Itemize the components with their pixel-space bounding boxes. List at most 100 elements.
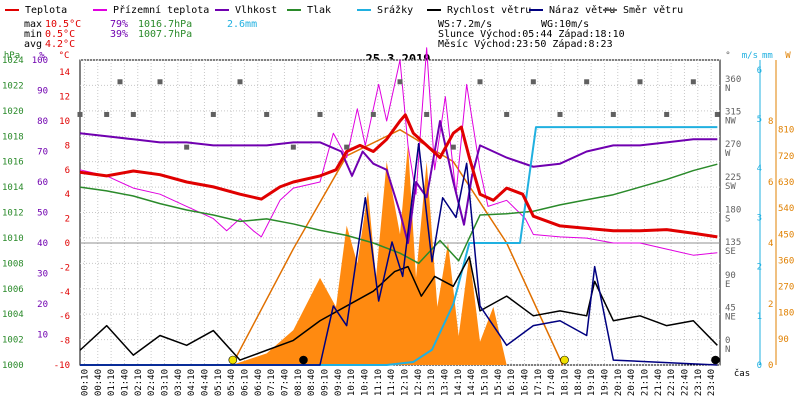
w-tick-label: 90	[778, 335, 789, 345]
stats-max-press: 1016.7hPa	[138, 19, 192, 30]
sunrise-marker	[228, 355, 238, 365]
wind-dir-point	[157, 79, 163, 85]
time-axis-label: čas	[734, 368, 750, 379]
rain-line	[80, 126, 718, 366]
time-tick-label: 05:10	[214, 369, 224, 396]
degc-tick-label: -6	[59, 312, 70, 322]
legend-label: Náraz větru	[549, 4, 615, 16]
wind-dir-point	[637, 79, 643, 85]
dir-name-tick-label: N	[725, 345, 730, 355]
dir-deg-tick-label: 90	[725, 271, 736, 281]
degc-tick-label: -4	[59, 288, 70, 298]
time-tick-label: 21:40	[654, 369, 664, 396]
pct-unit: %	[39, 51, 45, 61]
wind-dir-point	[397, 79, 403, 85]
time-tick-label: 11:10	[374, 369, 384, 396]
mm-tick-label: 8	[768, 117, 773, 127]
time-tick-label: 04:40	[200, 369, 210, 396]
time-tick-label: 23:40	[707, 369, 717, 396]
stats-min-label: min	[24, 29, 42, 40]
time-tick-label: 05:40	[227, 369, 237, 396]
wind-dir-point	[117, 79, 123, 85]
hpa-tick-label: 1000	[2, 361, 24, 371]
hpa-tick-label: 1008	[2, 259, 24, 269]
hpa-tick-label: 1022	[2, 81, 24, 91]
axis-units: hPa % °C ° m/s mm W čas	[4, 51, 791, 379]
time-tick-label: 22:40	[680, 369, 690, 396]
dir-name-tick-label: NW	[725, 116, 736, 126]
wind-dir-point	[714, 111, 720, 117]
dir-name-tick-label: W	[725, 149, 731, 159]
degc-tick-label: -8	[59, 337, 70, 347]
pct-tick-label: 10	[37, 331, 48, 341]
wind-dir-point	[130, 111, 136, 117]
deg-unit: °	[725, 51, 730, 61]
w-unit: W	[785, 51, 791, 61]
time-tick-label: 01:40	[120, 369, 130, 396]
time-tick-label: 16:10	[507, 369, 517, 396]
ms-tick-label: 4	[757, 164, 762, 174]
pct-tick-label: 40	[37, 239, 48, 249]
hpa-tick-label: 1024	[2, 56, 24, 66]
time-tick-label: 22:10	[667, 369, 677, 396]
wind-dir-point	[690, 79, 696, 85]
wind-dir-point	[557, 111, 563, 117]
ms-tick-label: 0	[757, 361, 762, 371]
time-tick-label: 09:10	[320, 369, 330, 396]
wind-dir-point	[264, 111, 270, 117]
time-tick-label: 20:40	[627, 369, 637, 396]
wind-dir-point	[77, 111, 83, 117]
wind-dir-point	[504, 111, 510, 117]
pressure-line	[79, 163, 718, 265]
pct-tick-label: 100	[32, 56, 48, 66]
time-tick-label: 17:40	[547, 369, 557, 396]
time-tick-label: 07:40	[280, 369, 290, 396]
pct-tick-label: 70	[37, 148, 48, 158]
legend-label: Teplota	[25, 5, 67, 16]
info-sun: Slunce Východ:05:44 Západ:18:10	[438, 28, 625, 40]
time-tick-label: 06:40	[254, 369, 264, 396]
dir-name-tick-label: S	[725, 215, 730, 225]
wind-dir-point	[184, 144, 190, 150]
degc-tick-label: 12	[59, 93, 70, 103]
wind-gust-line	[80, 142, 718, 366]
ms-tick-label: 3	[757, 213, 762, 223]
mm-tick-label: 0	[768, 361, 773, 371]
dir-deg-tick-label: 360	[725, 75, 741, 85]
degc-tick-label: 14	[59, 68, 70, 78]
wind-dir-point	[344, 144, 350, 150]
mm-unit: mm	[762, 51, 773, 61]
time-tick-label: 11:40	[387, 369, 397, 396]
legend: Teplota Přízemní teplota Vlhkost Tlak Srážky…	[5, 4, 683, 16]
wind-dir-point	[424, 111, 430, 117]
dir-name-tick-label: N	[725, 84, 730, 94]
time-tick-label: 08:10	[294, 369, 304, 396]
time-tick-label: 18:40	[574, 369, 584, 396]
pct-tick-label: 50	[37, 209, 48, 219]
pct-tick-label: 80	[37, 117, 48, 127]
time-tick-label: 07:10	[267, 369, 277, 396]
degc-tick-label: 0	[65, 239, 70, 249]
hpa-tick-label: 1010	[2, 234, 24, 244]
time-tick-label: 04:10	[187, 369, 197, 396]
legend-label: Rychlost větru	[447, 4, 531, 16]
w-tick-label: 180	[778, 309, 794, 319]
dir-deg-tick-label: 135	[725, 238, 741, 248]
time-tick-label: 20:10	[614, 369, 624, 396]
ms-tick-label: 2	[757, 263, 762, 273]
time-tick-label: 12:40	[414, 369, 424, 396]
dir-name-tick-label: E	[725, 280, 730, 290]
degc-tick-label: -2	[59, 263, 70, 273]
wind-dir-point	[664, 111, 670, 117]
wind-dir-point	[477, 79, 483, 85]
wind-dir-point	[370, 111, 376, 117]
info-moon: Měsíc Východ:23:50 Západ:8:23	[438, 38, 613, 50]
ms-tick-label: 1	[757, 312, 762, 322]
wind-dir-point	[210, 111, 216, 117]
time-tick-label: 15:10	[480, 369, 490, 396]
degc-unit: °C	[59, 51, 70, 61]
time-tick-label: 03:40	[174, 369, 184, 396]
time-tick-label: 10:40	[360, 369, 370, 396]
stats-avg-label: avg	[24, 39, 42, 50]
wind-dir-point	[584, 79, 590, 85]
